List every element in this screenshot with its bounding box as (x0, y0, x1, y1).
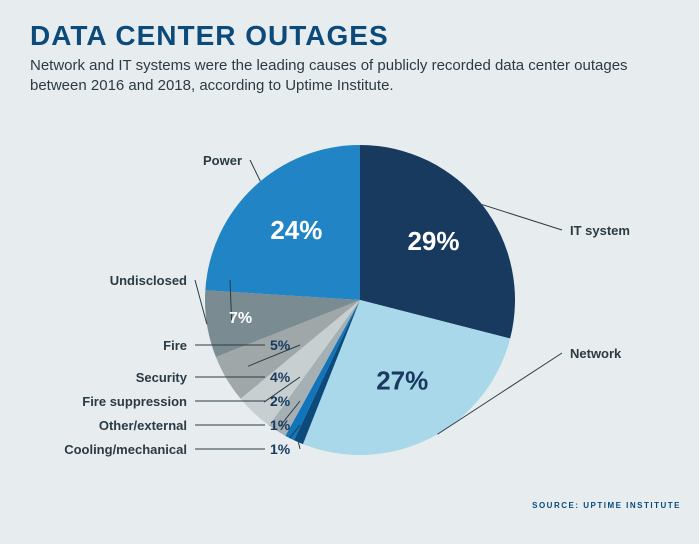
slice-percent: 24% (270, 215, 322, 245)
slice-label: Undisclosed (110, 273, 187, 288)
leader-line (298, 442, 300, 449)
slice-percent: 1% (270, 441, 291, 457)
source-attribution: SOURCE: UPTIME INSTITUTE (532, 501, 681, 510)
pie-chart-svg: 29% IT system 27% Network 1% Cooling/mechanic… (0, 105, 699, 535)
slice-label: Power (203, 153, 242, 168)
slice-label: Fire suppression (82, 394, 187, 409)
slice-percent: 27% (376, 366, 428, 396)
slice-label: IT system (570, 223, 630, 238)
slice-label: Network (570, 346, 622, 361)
page-title: DATA CENTER OUTAGES (30, 20, 669, 52)
slice-percent: 5% (270, 337, 291, 353)
page-subtitle: Network and IT systems were the leading … (30, 56, 669, 97)
infographic-page: DATA CENTER OUTAGES Network and IT syste… (0, 0, 699, 544)
slice-percent: 4% (270, 369, 291, 385)
slice-label: Fire (163, 338, 187, 353)
slice-percent: 29% (407, 226, 459, 256)
slice-label: Cooling/mechanical (64, 442, 187, 457)
leader-line (250, 160, 260, 181)
pie-chart: 29% IT system 27% Network 1% Cooling/mechanic… (0, 105, 699, 535)
slice-percent: 7% (229, 310, 252, 327)
slice-label: Other/external (99, 418, 187, 433)
slice-label: Security (136, 370, 188, 385)
header: DATA CENTER OUTAGES Network and IT syste… (0, 0, 699, 107)
